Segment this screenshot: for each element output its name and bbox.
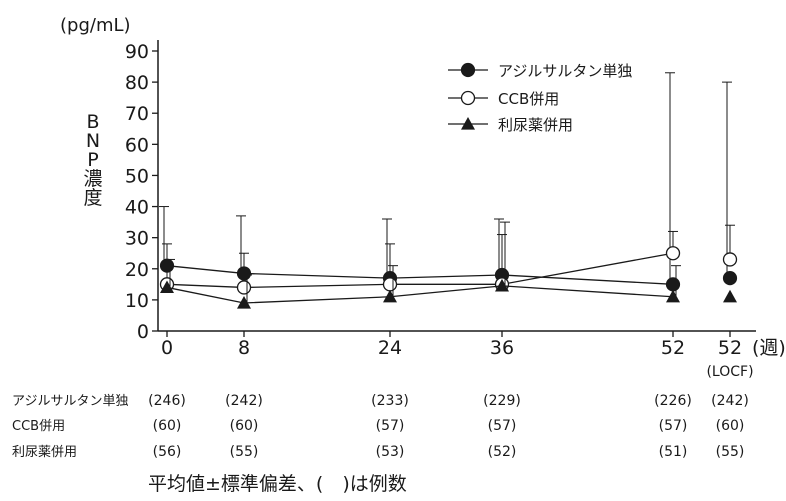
count-row-label: アジルサルタン単独	[12, 393, 128, 409]
legend-label: アジルサルタン単独	[498, 62, 632, 80]
data-point	[236, 280, 252, 295]
x-tick-label: 24	[378, 337, 402, 359]
y-tick-label: 20	[125, 259, 149, 281]
y-axis-label-char: P	[87, 149, 98, 171]
data-point	[665, 246, 681, 261]
legend-marker	[461, 117, 475, 130]
data-point	[160, 280, 174, 294]
y-tick-label: 90	[125, 41, 149, 63]
data-point	[495, 278, 509, 292]
y-tick-label: 40	[125, 197, 149, 219]
count-row-label: 利尿薬併用	[12, 445, 77, 460]
count-cell: (60)	[153, 418, 182, 434]
data-point	[665, 277, 681, 292]
x-tick-label: 52	[661, 337, 685, 359]
data-point	[237, 296, 251, 309]
y-tick-label: 70	[125, 103, 149, 125]
x-tick-label: 52	[718, 337, 742, 359]
data-point	[383, 289, 397, 303]
count-cell: (52)	[488, 444, 517, 460]
y-axis-label-char: B	[86, 111, 99, 133]
footnote: 平均値±標準偏差、( )は例数	[148, 473, 407, 495]
x-unit-label: (週)	[752, 337, 786, 359]
legend-label: 利尿薬併用	[498, 116, 573, 134]
y-tick-label: 30	[125, 228, 149, 250]
legend-label: CCB併用	[498, 90, 559, 108]
count-cell: (60)	[716, 418, 745, 434]
count-row-label: CCB併用	[12, 419, 65, 434]
count-cell: (57)	[659, 418, 688, 434]
y-tick-label: 80	[125, 72, 149, 94]
count-cell: (55)	[716, 444, 745, 460]
count-cell: (60)	[230, 418, 259, 434]
legend-marker	[460, 62, 476, 78]
y-axis-label-char: N	[86, 130, 100, 152]
count-cell: (56)	[153, 444, 182, 460]
y-axis-label-char: 度	[83, 187, 102, 209]
y-tick-label: 60	[125, 134, 149, 156]
y-tick-label: 50	[125, 165, 149, 187]
count-cell: (226)	[654, 393, 692, 409]
y-tick-label: 0	[137, 321, 149, 343]
x-tick-label: 8	[238, 337, 250, 359]
data-point	[722, 271, 738, 286]
count-cell: (242)	[711, 393, 749, 409]
count-cell: (57)	[488, 418, 517, 434]
data-point	[723, 289, 737, 303]
count-cell: (57)	[376, 418, 405, 434]
legend-marker	[460, 90, 476, 106]
x-tick-label: 36	[490, 337, 514, 359]
count-cell: (51)	[659, 444, 688, 460]
data-point	[722, 252, 738, 267]
count-cell: (233)	[371, 393, 409, 409]
count-cell: (53)	[376, 444, 405, 460]
x-tick-label: 0	[161, 337, 173, 359]
count-cell: (229)	[483, 393, 521, 409]
count-cell: (242)	[225, 393, 263, 409]
y-axis-label-char: 濃	[83, 168, 102, 190]
y-tick-label: 10	[125, 290, 149, 312]
count-cell: (246)	[148, 393, 186, 409]
data-point	[666, 289, 680, 303]
y-unit-label: (pg/mL)	[60, 15, 131, 36]
data-point	[382, 277, 398, 292]
count-cell: (55)	[230, 444, 259, 460]
x-tick-sublabel: (LOCF)	[706, 364, 753, 380]
